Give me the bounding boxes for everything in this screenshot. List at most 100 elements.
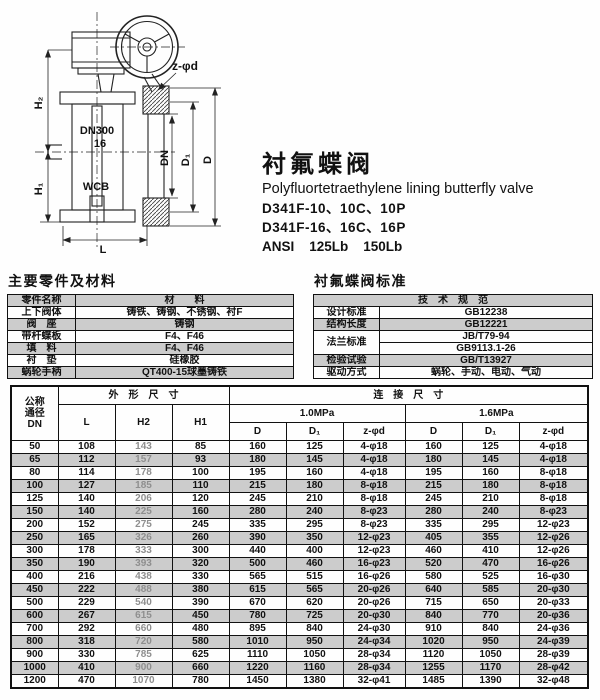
dim-row: 100 127 185 110 215 180 8-φ18 215 180 8-φ18 bbox=[10, 479, 589, 493]
dim-cell: 157 bbox=[114, 453, 173, 467]
dim-cell: 1220 bbox=[228, 661, 287, 675]
dim-cell: 28-φ42 bbox=[518, 661, 589, 675]
dimensions-section: 公称 通径 DN 外 形 尺 寸 连 接 尺 寸 L H2 H1 1.0MPa … bbox=[10, 385, 590, 689]
dim-cell: 393 bbox=[114, 557, 173, 571]
dim-cell: 20-φ26 bbox=[342, 596, 406, 610]
drawing-labels: H₂ H₁ L DN D₁ D z-φd DN300 16 WCB bbox=[33, 59, 214, 256]
dim-cell: 300 bbox=[10, 544, 59, 558]
dim-cell: 390 bbox=[171, 596, 230, 610]
dim-cell: 500 bbox=[228, 557, 287, 571]
dim-cell: 715 bbox=[404, 596, 463, 610]
dim-cell: 210 bbox=[461, 492, 520, 506]
dim-cell: 330 bbox=[171, 570, 230, 584]
dim-cell: 580 bbox=[171, 635, 230, 649]
dim-cell: 1200 bbox=[10, 674, 59, 689]
dim-cell: 700 bbox=[10, 622, 59, 636]
dim-cell: 515 bbox=[285, 570, 344, 584]
dim-cell: 152 bbox=[57, 518, 116, 532]
dn-header-line1: 公称 bbox=[24, 397, 45, 408]
part-material: F4、F46 bbox=[75, 330, 294, 343]
dim-cell: 210 bbox=[285, 492, 344, 506]
part-material: 硅橡胶 bbox=[75, 354, 294, 367]
dim-cell: 600 bbox=[10, 609, 59, 623]
dim-label-d: D bbox=[202, 156, 214, 164]
dim-cell: 620 bbox=[285, 596, 344, 610]
dim-cell: 295 bbox=[461, 518, 520, 532]
dim-cell: 100 bbox=[10, 479, 59, 493]
table-row: 上下阀体 铸铁、铸钢、不锈钢、衬F bbox=[7, 306, 294, 319]
dim-cell: 8-φ18 bbox=[518, 479, 589, 493]
dim-cell: 950 bbox=[285, 635, 344, 649]
dim-cell: 245 bbox=[228, 492, 287, 506]
parts-table-title: 主要零件及材料 bbox=[8, 273, 117, 289]
dim-cell: 275 bbox=[114, 518, 173, 532]
parts-materials-table: 零件名称 材 料 上下阀体 铸铁、铸钢、不锈钢、衬F 阀 座 铸钢 带杆蝶板 F… bbox=[7, 294, 294, 379]
dim-cell: 326 bbox=[114, 531, 173, 545]
dim-cell: 440 bbox=[228, 544, 287, 558]
dim-cell: 1000 bbox=[10, 661, 59, 675]
dim-cell: 24-φ39 bbox=[518, 635, 589, 649]
dim-cell: 245 bbox=[404, 492, 463, 506]
table-row: 法兰标准 JB/T79-94 bbox=[313, 330, 593, 355]
dim-cell: 20-φ26 bbox=[342, 583, 406, 597]
dim-cell: 500 bbox=[10, 596, 59, 610]
dim-cell: 770 bbox=[461, 609, 520, 623]
part-label: 衬 垫 bbox=[7, 354, 76, 367]
part-label: 带杆蝶板 bbox=[7, 330, 76, 343]
standard-value: GB12238 bbox=[379, 306, 593, 319]
outline-dims-header: 外 形 尺 寸 bbox=[57, 385, 230, 405]
dim-cell: 215 bbox=[228, 479, 287, 493]
standard-value: JB/T79-94 bbox=[379, 330, 593, 343]
dim-cell: 520 bbox=[404, 557, 463, 571]
dim-cell: 292 bbox=[57, 622, 116, 636]
dim-cell: 160 bbox=[171, 505, 230, 519]
dims-header-row1: 公称 通径 DN 外 形 尺 寸 连 接 尺 寸 bbox=[10, 385, 589, 441]
dim-cell: 585 bbox=[461, 583, 520, 597]
dim-cell: 240 bbox=[285, 505, 344, 519]
dim-cell: 125 bbox=[285, 440, 344, 454]
dim-row: 150 140 225 160 280 240 8-φ23 280 240 8-φ23 bbox=[10, 505, 589, 519]
dim-cell: 143 bbox=[114, 440, 173, 454]
dim-cell: 565 bbox=[285, 583, 344, 597]
dim-cell: 4-φ18 bbox=[342, 440, 406, 454]
dim-cell: 8-φ18 bbox=[518, 466, 589, 480]
dim-cell: 280 bbox=[228, 505, 287, 519]
dim-cell: 32-φ48 bbox=[518, 674, 589, 689]
col-header-l: L bbox=[57, 404, 116, 441]
dim-cell: 93 bbox=[171, 453, 230, 467]
dim-cell: 206 bbox=[114, 492, 173, 506]
col-header-d1-16: D₁ bbox=[461, 422, 520, 441]
dim-cell: 16-φ30 bbox=[518, 570, 589, 584]
dim-cell: 80 bbox=[10, 466, 59, 480]
dim-cell: 1390 bbox=[461, 674, 520, 689]
dim-cell: 12-φ23 bbox=[342, 544, 406, 558]
dim-cell: 16-φ26 bbox=[518, 557, 589, 571]
dim-cell: 165 bbox=[57, 531, 116, 545]
dim-cell: 180 bbox=[285, 479, 344, 493]
dims-header-row3: D D₁ z-φd D D₁ z-φd bbox=[11, 422, 589, 441]
dim-cell: 28-φ34 bbox=[342, 661, 406, 675]
dim-cell: 8-φ23 bbox=[342, 518, 406, 532]
dim-cell: 488 bbox=[114, 583, 173, 597]
dim-cell: 245 bbox=[171, 518, 230, 532]
connect-dims-header: 连 接 尺 寸 bbox=[228, 385, 589, 405]
dim-cell: 895 bbox=[228, 622, 287, 636]
standards-table: 技 术 规 范 设计标准 GB12238 结构长度 GB12221 法兰标准 J… bbox=[313, 294, 593, 379]
model-pn10: D341F-10、10C、10P bbox=[262, 201, 406, 216]
dims-header-row2: L H2 H1 1.0MPa 1.6MPa bbox=[11, 404, 589, 441]
standard-value: 蜗轮、手动、电动、气动 bbox=[379, 366, 593, 379]
dim-cell: 150 bbox=[10, 505, 59, 519]
dim-cell: 4-φ18 bbox=[342, 453, 406, 467]
dim-cell: 335 bbox=[404, 518, 463, 532]
part-material: QT400-15球墨铸铁 bbox=[75, 366, 294, 379]
col-header-h1: H1 bbox=[171, 404, 230, 441]
dim-cell: 20-φ30 bbox=[342, 609, 406, 623]
dim-cell: 260 bbox=[171, 531, 230, 545]
dim-cell: 650 bbox=[461, 596, 520, 610]
dim-cell: 625 bbox=[171, 648, 230, 662]
dim-cell: 8-φ18 bbox=[342, 479, 406, 493]
dim-cell: 380 bbox=[171, 583, 230, 597]
body-material-label: WCB bbox=[83, 181, 109, 193]
centerlines bbox=[35, 12, 185, 250]
dim-cell: 4-φ18 bbox=[518, 453, 589, 467]
